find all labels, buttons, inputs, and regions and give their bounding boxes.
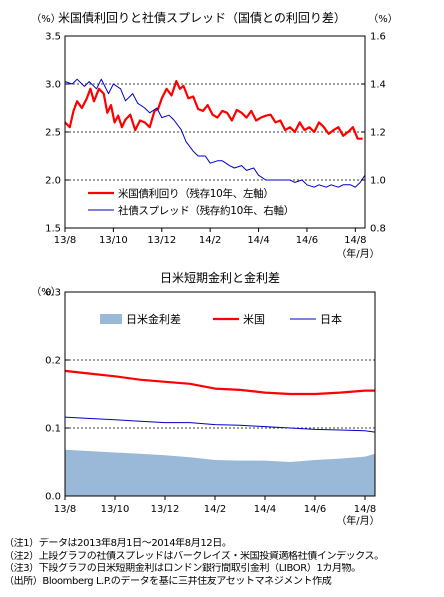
x-tick-label: 14/8 <box>344 235 366 246</box>
y-axis-unit-left: （%） <box>31 286 61 298</box>
chart-title: 日米短期金利と金利差 <box>160 270 280 285</box>
y-tick-label-left: 3.5 <box>45 32 61 43</box>
y-tick-label-right: 1.6 <box>370 32 386 43</box>
legend-label: 社債スプレッド（残存約10年、右軸） <box>118 204 294 217</box>
chart-2: 日米短期金利と金利差 （%） （年/月） 0.0 0.1 0.2 0.3 13/8 13/10 1… <box>31 270 379 527</box>
x-tick-label: 14/6 <box>296 235 318 246</box>
series-line-1 <box>64 79 363 140</box>
chart-title: 米国債利回りと社債スプレッド（国債との利回り差） <box>58 10 346 25</box>
y-tick-label-left: 0.0 <box>45 492 61 503</box>
x-tick-label: 14/4 <box>254 504 276 515</box>
x-axis-unit: （年/月） <box>336 514 379 527</box>
series-area-spread <box>65 449 375 496</box>
footnote-source: （出所）Bloomberg L.P.のデータを基に三井住友アセットマネジメント作… <box>4 575 332 587</box>
legend-label: 日本 <box>320 312 342 326</box>
y-tick-label-left: 0.3 <box>45 288 61 299</box>
x-axis-unit: （年/月） <box>336 247 379 260</box>
footnotes: （注1）データは2013年8月1日～2014年8月12日。 （注2）上段グラフの… <box>4 538 442 588</box>
x-tick-label: 13/8 <box>54 235 76 246</box>
y-tick-label-left: 2.0 <box>45 176 61 187</box>
y-axis-unit-right: （%） <box>368 13 398 25</box>
x-tick-label: 13/12 <box>151 504 180 515</box>
y-tick-label-left: 1.5 <box>45 224 61 235</box>
y-tick-label-left: 3.0 <box>45 80 61 91</box>
series-line-3 <box>64 416 376 433</box>
legend-swatch <box>100 314 122 324</box>
y-axis-unit-left: （%） <box>31 13 61 25</box>
footnote-1: （注1）データは2013年8月1日～2014年8月12日。 <box>4 538 232 549</box>
x-tick-label: 14/8 <box>354 504 376 515</box>
x-tick-label: 14/2 <box>204 504 226 515</box>
x-tick-label: 13/10 <box>99 235 128 246</box>
legend-box <box>84 184 306 220</box>
x-tick-label: 14/4 <box>247 235 269 246</box>
y-tick-label-right: 1.2 <box>370 128 386 139</box>
legend-label: 米国債利回り（残存10年、左軸） <box>118 187 274 200</box>
y-tick-label-right: 1.0 <box>370 176 386 187</box>
y-tick-label-right: 0.8 <box>370 224 386 235</box>
footnote-2: （注2）上段グラフの社債スプレッドはバークレイズ・米国投資適格社債インデックス。 <box>4 550 384 562</box>
plot-frame <box>64 291 376 497</box>
x-tick-label: 13/8 <box>54 504 76 515</box>
x-tick-label: 13/10 <box>101 504 130 515</box>
legend-label: 日米金利差 <box>126 312 181 326</box>
x-tick-label: 13/12 <box>147 235 176 246</box>
footnote-3: （注3）下段グラフの日米短期金利はロンドン銀行間取引金利（LIBOR）1カ月物。 <box>4 563 361 575</box>
y-tick-label-left: 2.5 <box>45 128 61 139</box>
x-tick-label: 14/2 <box>199 235 221 246</box>
y-tick-label-left: 0.1 <box>45 424 61 435</box>
series-line-2 <box>64 369 375 396</box>
y-tick-label-left: 0.2 <box>45 356 61 367</box>
x-tick-label: 14/6 <box>304 504 326 515</box>
legend-label: 米国 <box>243 313 265 326</box>
chart-1: 米国債利回りと社債スプレッド（国債との利回り差）（%） （%）（年/月）1.52.… <box>31 10 398 260</box>
y-tick-label-right: 1.4 <box>370 80 386 91</box>
series-line-2 <box>64 78 366 188</box>
